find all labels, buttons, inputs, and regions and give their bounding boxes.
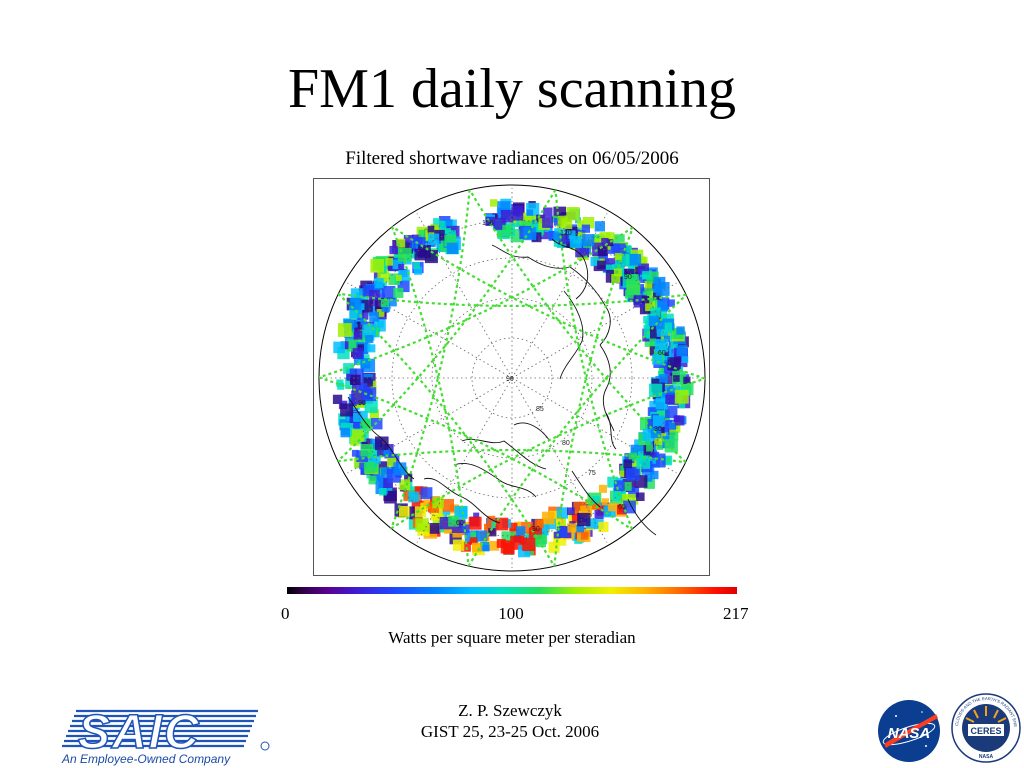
grid-label: 90 — [358, 400, 366, 407]
colorbar-units: Watts per square meter per steradian — [388, 628, 636, 647]
colorbar-mid-label: 100 — [498, 604, 524, 623]
author-block: Z. P. Szewczyk GIST 25, 23-25 Oct. 2006 — [360, 700, 660, 742]
grid-label: 150 — [482, 220, 494, 227]
colorbar-min-label: 0 — [281, 604, 290, 623]
colorbar — [287, 587, 737, 594]
grid-label: 60 — [658, 350, 666, 357]
saic-logo-text: SAIC — [78, 706, 201, 759]
ceres-logo: CERES CLOUDS AND THE EARTH'S RADIANT ENE… — [950, 690, 1021, 763]
grid-label: 60 — [456, 520, 464, 527]
grid-label: 65 — [618, 504, 626, 511]
grid-label: 75 — [588, 470, 596, 477]
grid-label: 85 — [536, 406, 544, 413]
radiance-swath-band — [332, 198, 694, 558]
event-name: GIST 25, 23-25 Oct. 2006 — [420, 722, 600, 741]
colorbar-max-label: 217 — [723, 604, 749, 623]
map-subtitle: Filtered shortwave radiances on 06/05/20… — [345, 148, 679, 169]
grid-labels: 150 120 90 60 30 90 85 80 75 65 90 60 30 — [358, 220, 666, 533]
nasa-logo: NASA — [878, 700, 940, 762]
nasa-logo-text: NASA — [888, 725, 931, 742]
orbit-tracks — [319, 187, 705, 569]
grid-label: 90 — [624, 274, 632, 281]
ceres-bottom-text: NASA — [979, 754, 994, 760]
slide-title: FM1 daily scanning — [288, 58, 736, 120]
grid-label: 120 — [560, 230, 572, 237]
grid-label: 30 — [532, 526, 540, 533]
saic-tagline: An Employee-Owned Company — [62, 752, 231, 766]
grid-label: 90 — [506, 376, 514, 383]
grid-label: 30 — [654, 426, 662, 433]
author-name: Z. P. Szewczyk — [458, 701, 562, 720]
ceres-logo-text: CERES — [970, 726, 1001, 736]
polar-radiance-map: 150 120 90 60 30 90 85 80 75 65 90 60 30 — [318, 184, 706, 572]
grid-label: 80 — [562, 440, 570, 447]
saic-logo: SAIC — [62, 705, 270, 760]
polar-map-frame: 150 120 90 60 30 90 85 80 75 65 90 60 30 — [313, 178, 710, 576]
